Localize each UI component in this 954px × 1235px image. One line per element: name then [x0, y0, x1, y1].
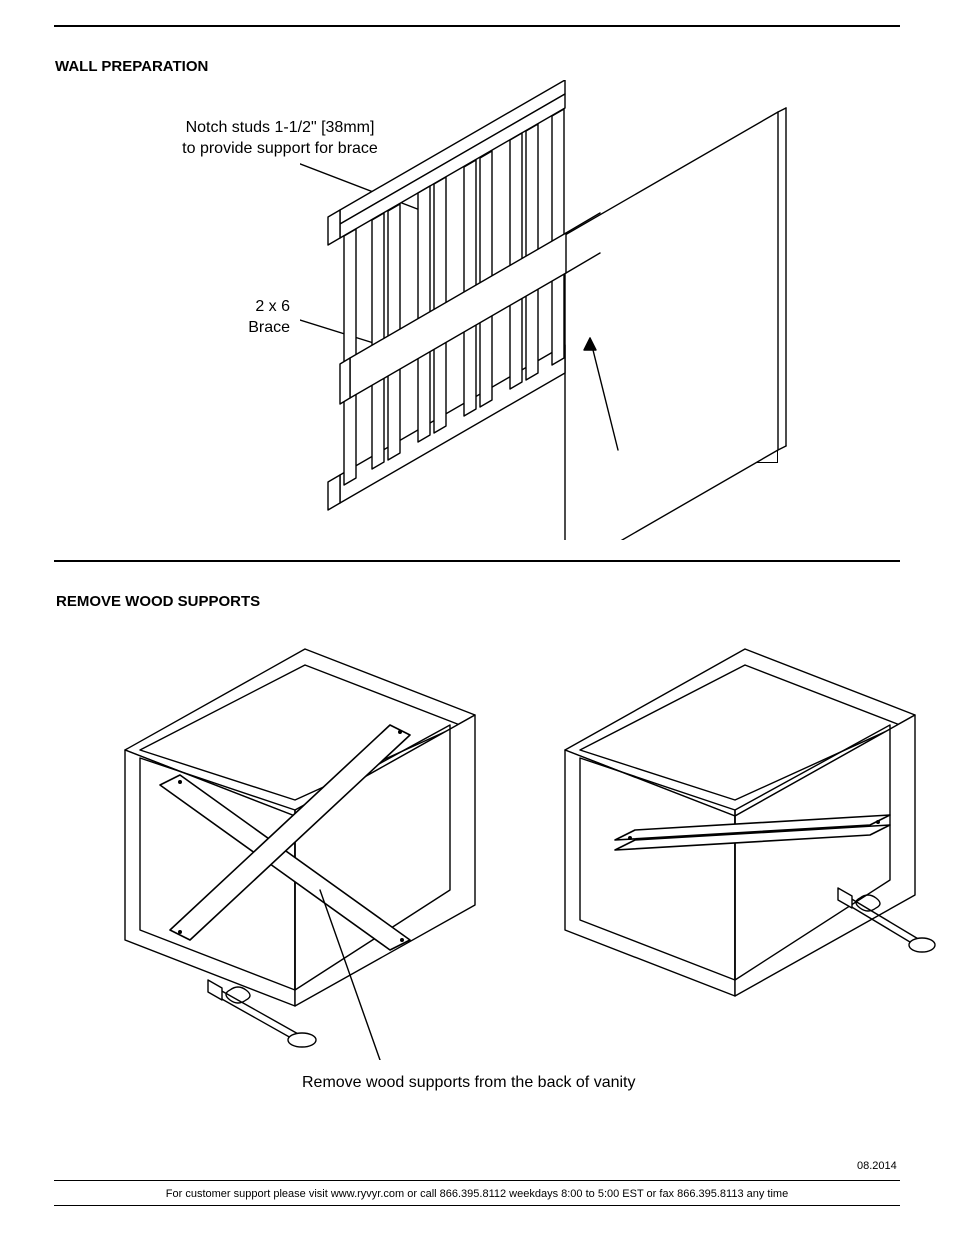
footer-rule-bottom [54, 1205, 900, 1206]
diagram-remove-supports-left [70, 640, 500, 1060]
label-brace-line1: 2 x 6 [255, 298, 290, 315]
diagram-wall-prep [300, 80, 860, 540]
mid-rule [54, 560, 900, 562]
footer-date: 08.2014 [857, 1160, 897, 1172]
heading-remove-supports: REMOVE WOOD SUPPORTS [56, 593, 260, 610]
top-rule [54, 25, 900, 27]
caption-remove-supports: Remove wood supports from the back of va… [302, 1074, 636, 1092]
label-brace-line2: Brace [248, 319, 290, 336]
heading-wall-prep: WALL PREPARATION [55, 58, 208, 75]
footer-rule-top [54, 1180, 900, 1181]
page: WALL PREPARATION Notch studs 1-1/2" [38m… [0, 0, 954, 1235]
diagram-remove-supports-right [520, 640, 940, 1020]
footer-text: For customer support please visit www.ry… [54, 1188, 900, 1200]
label-brace: 2 x 6 Brace [230, 297, 290, 339]
